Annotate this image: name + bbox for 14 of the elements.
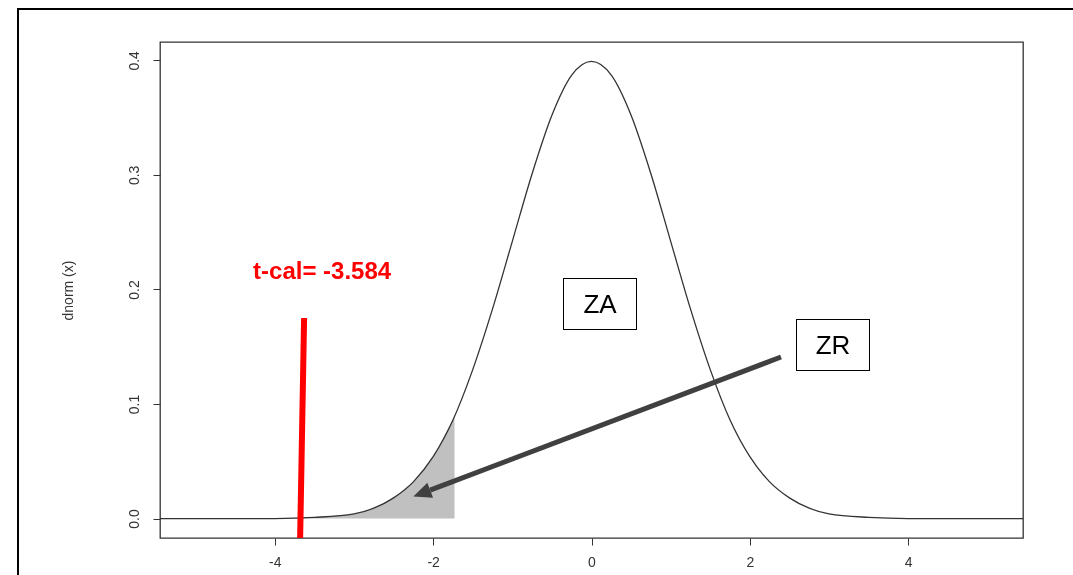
text: t-cal= -3.584 bbox=[253, 257, 392, 285]
y-tick-label: 0.4 bbox=[125, 50, 142, 71]
x-tick-label: -2 bbox=[427, 553, 441, 570]
y-tick-label: 0.2 bbox=[125, 279, 142, 300]
y-tick-label: 0.1 bbox=[125, 394, 142, 415]
x-tick-label: 2 bbox=[746, 553, 755, 570]
x-tick-label: 0 bbox=[588, 553, 597, 570]
x-tick-label: -4 bbox=[269, 553, 282, 570]
annotation: ZA bbox=[563, 278, 637, 330]
y-axis-title: dnorm (x) bbox=[59, 260, 76, 321]
annotation: ZR bbox=[796, 319, 870, 371]
x-tick-label: 4 bbox=[904, 553, 913, 570]
y-tick-label: 0.3 bbox=[125, 165, 142, 186]
y-tick-label: 0.0 bbox=[125, 509, 142, 529]
